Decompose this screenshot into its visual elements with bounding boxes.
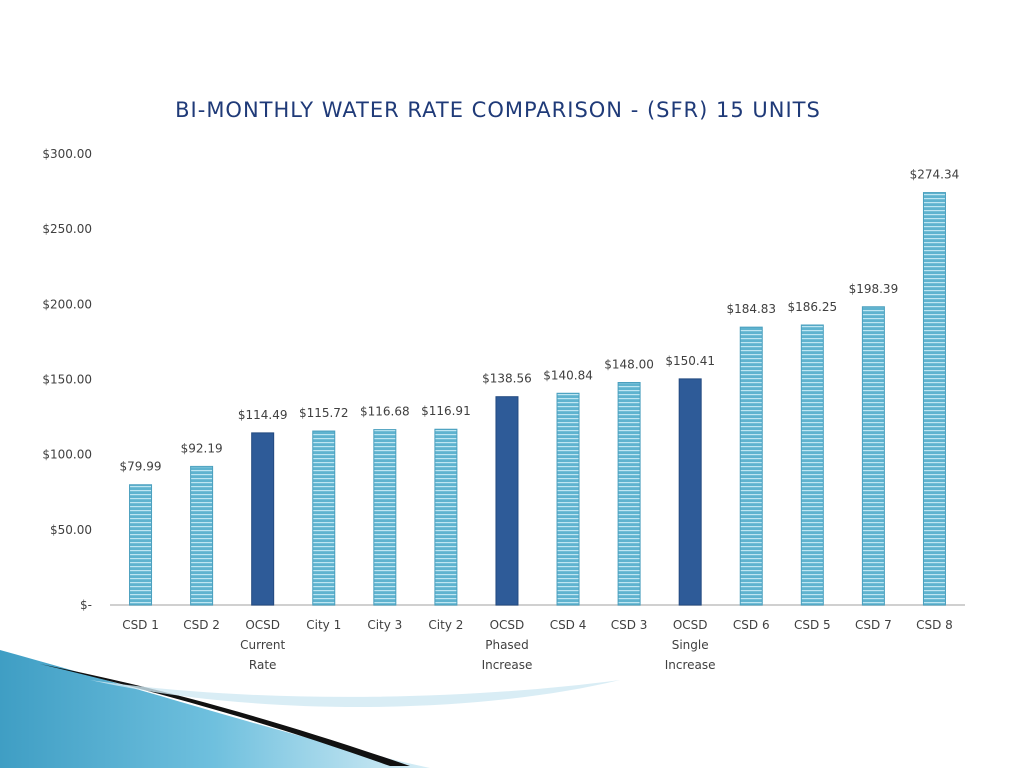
x-tick-label: CSD 2 (183, 618, 220, 632)
y-tick-label: $300.00 (42, 147, 92, 161)
y-tick-label: $200.00 (42, 297, 92, 311)
data-label: $186.25 (788, 300, 838, 314)
chart-title: BI-MONTHLY WATER RATE COMPARISON - (SFR)… (175, 98, 821, 122)
y-tick-label: $50.00 (50, 523, 92, 537)
bar (251, 432, 275, 606)
x-tick-label: City 1 (306, 618, 341, 632)
y-axis: $- $50.00 $100.00 $150.00 $200.00 $250.00 $300… (42, 147, 92, 612)
bar (922, 192, 946, 606)
data-label: $138.56 (482, 372, 532, 386)
data-label: $92.19 (181, 441, 223, 455)
bar (190, 465, 214, 606)
bar (617, 382, 641, 606)
bar (556, 392, 580, 606)
data-label: $116.91 (421, 404, 471, 418)
x-tick-label: Increase (482, 658, 533, 672)
data-label: $148.00 (604, 358, 654, 372)
bar (495, 396, 519, 606)
data-label: $116.68 (360, 405, 410, 419)
x-tick-label: Single (672, 638, 709, 652)
data-label: $198.39 (849, 282, 899, 296)
data-label: $79.99 (120, 460, 162, 474)
x-tick-label: OCSD (245, 618, 280, 632)
data-label: $140.84 (543, 368, 593, 382)
data-label: $150.41 (665, 354, 715, 368)
x-tick-label: CSD 4 (550, 618, 587, 632)
x-tick-label: CSD 8 (916, 618, 953, 632)
x-tick-label: City 2 (428, 618, 463, 632)
x-tick-label: CSD 3 (611, 618, 648, 632)
data-label: $184.83 (726, 302, 776, 316)
bar (434, 428, 458, 606)
bar (129, 484, 153, 606)
bar (800, 324, 824, 606)
x-tick-label: OCSD (490, 618, 525, 632)
x-tick-label: City 3 (367, 618, 402, 632)
x-tick-label: Increase (665, 658, 716, 672)
y-tick-label: $100.00 (42, 448, 92, 462)
x-tick-label: OCSD (673, 618, 708, 632)
data-label: $274.34 (910, 168, 960, 182)
y-tick-label: $250.00 (42, 222, 92, 236)
bar (312, 430, 336, 606)
x-tick-label: Phased (485, 638, 528, 652)
bars (129, 192, 946, 606)
bar (861, 306, 885, 606)
decorative-swoosh (0, 650, 620, 768)
x-tick-label: Rate (249, 658, 277, 672)
data-labels: $79.99 $92.19 $114.49 $115.72 $116.68 $116.91… (120, 168, 960, 474)
x-axis-labels: CSD 1 CSD 2 OCSD Current Rate City 1 City 3 Cit… (122, 618, 953, 672)
x-tick-label: CSD 1 (122, 618, 159, 632)
data-label: $115.72 (299, 406, 349, 420)
bar (373, 429, 397, 606)
x-tick-label: Current (240, 638, 285, 652)
y-tick-label: $- (80, 598, 92, 612)
bar (739, 326, 763, 606)
data-label: $114.49 (238, 408, 288, 422)
x-tick-label: CSD 5 (794, 618, 831, 632)
bar (678, 378, 702, 606)
x-tick-label: CSD 7 (855, 618, 892, 632)
x-tick-label: CSD 6 (733, 618, 770, 632)
y-tick-label: $150.00 (42, 373, 92, 387)
